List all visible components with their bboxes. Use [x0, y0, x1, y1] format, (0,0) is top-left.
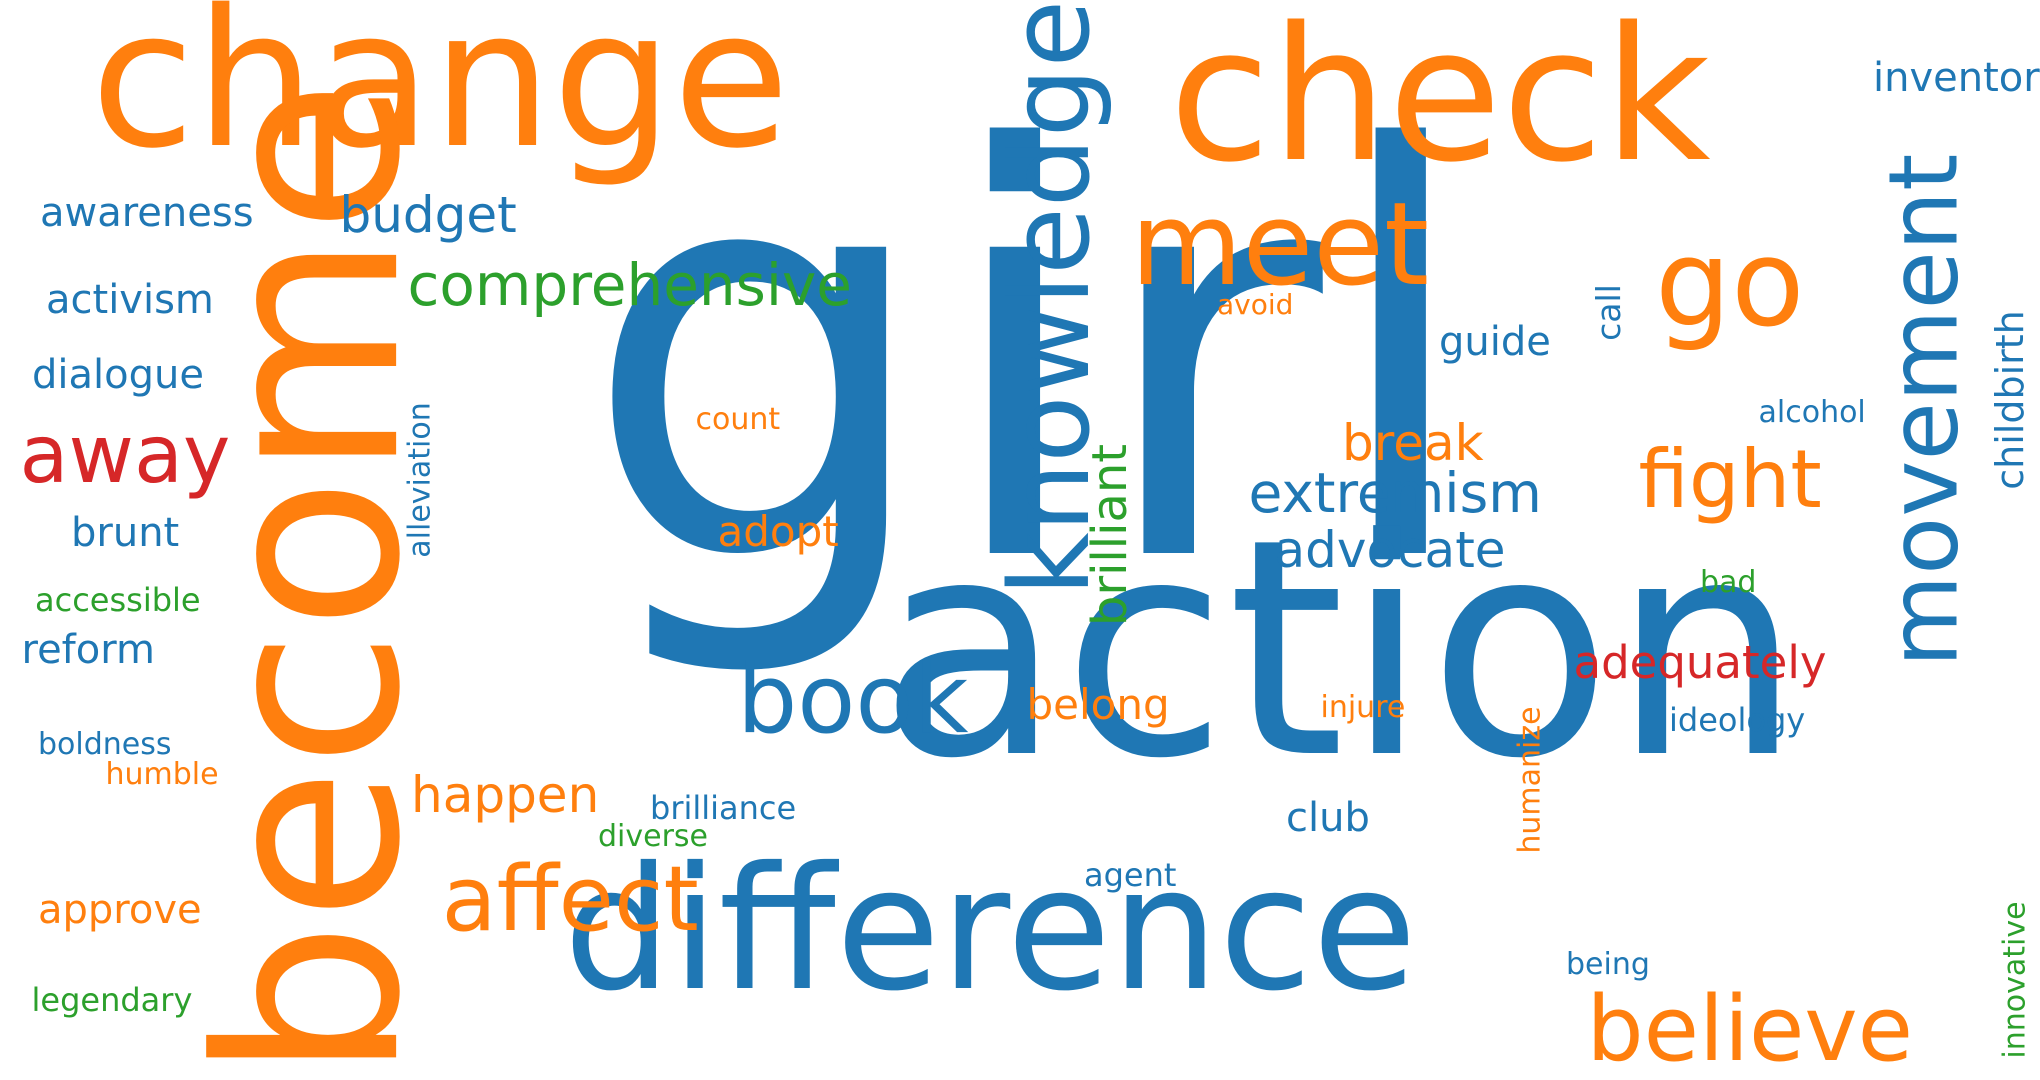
word-alleviation: alleviation — [402, 402, 438, 558]
word-innovative: innovative — [1997, 901, 2033, 1059]
word-girl: girl — [581, 34, 1479, 686]
word-happen: happen — [411, 766, 600, 824]
word-brilliance: brilliance — [650, 789, 797, 827]
word-believe: believe — [1586, 977, 1914, 1080]
word-dialogue: dialogue — [32, 352, 204, 398]
word-call: call — [1588, 283, 1628, 341]
word-belong: belong — [1026, 680, 1170, 729]
word-bad: bad — [1700, 565, 1757, 600]
word-legendary: legendary — [31, 981, 193, 1019]
word-go: go — [1655, 215, 1805, 354]
word-reform: reform — [21, 627, 155, 673]
word-meet: meet — [1130, 177, 1430, 312]
word-check: check — [1169, 0, 1711, 203]
word-action: action — [878, 475, 1802, 824]
word-advocate: advocate — [1274, 521, 1506, 579]
word-being: being — [1566, 947, 1650, 982]
word-avoid: avoid — [1217, 288, 1294, 321]
word-humble: humble — [105, 757, 219, 792]
word-brilliant: brilliant — [1082, 443, 1139, 627]
word-change: change — [90, 0, 790, 190]
word-book: book — [737, 644, 969, 755]
word-humanize: humanize — [1512, 706, 1548, 854]
word-count: count — [695, 402, 781, 437]
word-budget: budget — [339, 186, 517, 244]
word-activism: activism — [46, 277, 214, 323]
word-fight: fight — [1638, 433, 1822, 526]
word-away: away — [19, 408, 231, 501]
word-agent: agent — [1084, 856, 1177, 894]
word-guide: guide — [1439, 319, 1551, 365]
word-diverse: diverse — [598, 819, 709, 854]
word-difference: difference — [563, 831, 1417, 1029]
word-awareness: awareness — [40, 190, 254, 236]
word-approve: approve — [38, 887, 202, 933]
word-comprehensive: comprehensive — [407, 251, 853, 319]
word-brunt: brunt — [71, 510, 180, 556]
word-adopt: adopt — [717, 507, 839, 556]
word-extremism: extremism — [1248, 460, 1542, 525]
word-club: club — [1286, 795, 1370, 841]
word-alcohol: alcohol — [1758, 395, 1866, 430]
word-ideology: ideology — [1669, 701, 1806, 739]
word-adequately: adequately — [1573, 635, 1827, 689]
word-movement: movement — [1869, 153, 1980, 667]
word-accessible: accessible — [35, 581, 201, 619]
word-boldness: boldness — [38, 727, 172, 762]
word-injure: injure — [1320, 690, 1406, 725]
word-break: break — [1342, 414, 1484, 472]
word-affect: affect — [441, 847, 699, 952]
word-inventor: inventor — [1873, 55, 2040, 101]
word-childbirth: childbirth — [1987, 310, 2032, 490]
